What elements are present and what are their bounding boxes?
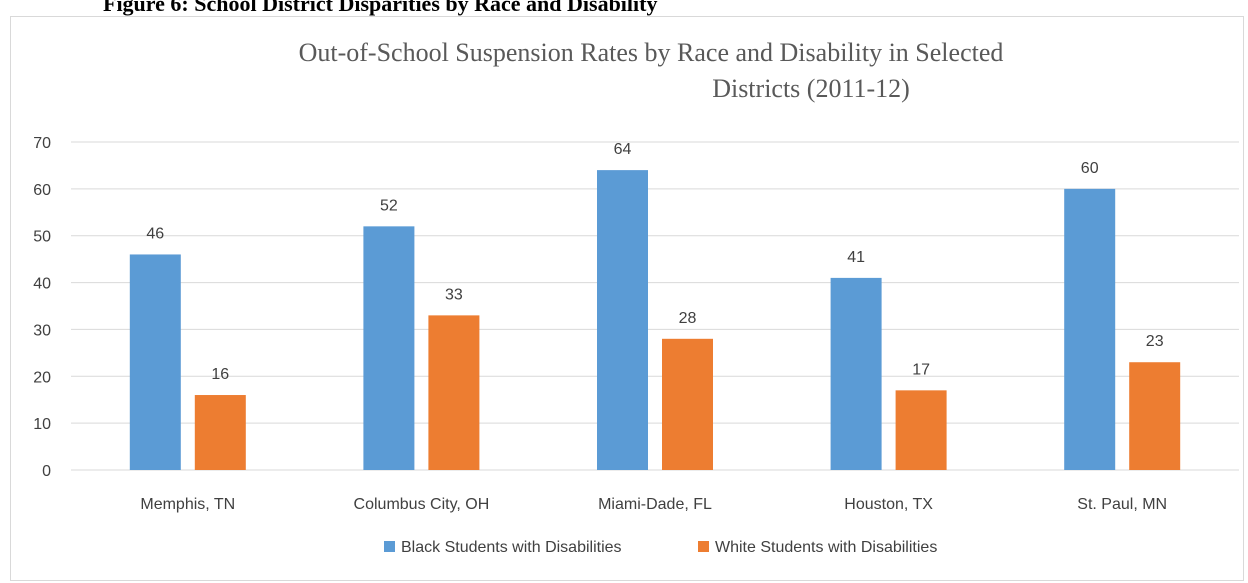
bar <box>1064 188 1116 470</box>
y-tick-label: 0 <box>42 463 51 480</box>
bar <box>597 170 648 470</box>
data-label: 46 <box>146 225 164 242</box>
y-axis-ticks: 0 10 20 30 40 50 60 70 <box>33 135 51 480</box>
bar <box>830 277 882 470</box>
bar <box>129 254 181 470</box>
data-label: 17 <box>912 361 930 378</box>
legend-label: Black Students with Disabilities <box>401 539 622 556</box>
x-category-label: Miami-Dade, FL <box>598 496 712 513</box>
data-label: 52 <box>380 197 398 214</box>
y-tick-label: 30 <box>33 322 51 339</box>
data-label: 60 <box>1081 160 1099 177</box>
bar <box>1129 362 1181 470</box>
y-tick-label: 70 <box>33 135 51 152</box>
x-category-label: St. Paul, MN <box>1077 496 1167 513</box>
bars <box>129 170 1181 470</box>
data-label: 28 <box>679 310 697 327</box>
bar <box>194 395 246 470</box>
y-tick-label: 60 <box>33 182 51 199</box>
y-tick-label: 50 <box>33 229 51 246</box>
data-labels: 46 16 52 33 64 28 41 17 60 23 <box>146 141 1163 383</box>
y-tick-label: 10 <box>33 416 51 433</box>
gridlines <box>71 141 1239 471</box>
bar-chart: Out-of-School Suspension Rates by Race a… <box>33 38 1239 556</box>
bar <box>662 338 713 470</box>
chart-title-line: Out-of-School Suspension Rates by Race a… <box>299 38 1004 67</box>
bar <box>363 226 415 470</box>
legend-label: White Students with Disabilities <box>715 539 937 556</box>
figure-caption: Figure 6: School District Disparities by… <box>103 0 658 16</box>
data-label: 41 <box>847 249 865 266</box>
chart-frame: Out-of-School Suspension Rates by Race a… <box>10 16 1244 581</box>
legend-swatch <box>698 541 709 552</box>
bar <box>895 390 947 470</box>
data-label: 16 <box>211 366 229 383</box>
bar <box>428 315 480 470</box>
data-label: 23 <box>1146 333 1164 350</box>
x-category-label: Houston, TX <box>844 496 933 513</box>
data-label: 33 <box>445 286 463 303</box>
x-category-label: Columbus City, OH <box>354 496 490 513</box>
y-tick-label: 20 <box>33 369 51 386</box>
data-label: 64 <box>614 141 632 158</box>
x-axis-categories: Memphis, TN Columbus City, OH Miami-Dade, … <box>140 496 1167 513</box>
legend-swatch <box>384 541 395 552</box>
x-category-label: Memphis, TN <box>140 496 235 513</box>
legend: Black Students with Disabilities White St… <box>384 539 937 556</box>
y-tick-label: 40 <box>33 276 51 293</box>
chart-title: Out-of-School Suspension Rates by Race a… <box>299 38 1004 103</box>
chart-title-line: Districts (2011-12) <box>712 74 910 103</box>
